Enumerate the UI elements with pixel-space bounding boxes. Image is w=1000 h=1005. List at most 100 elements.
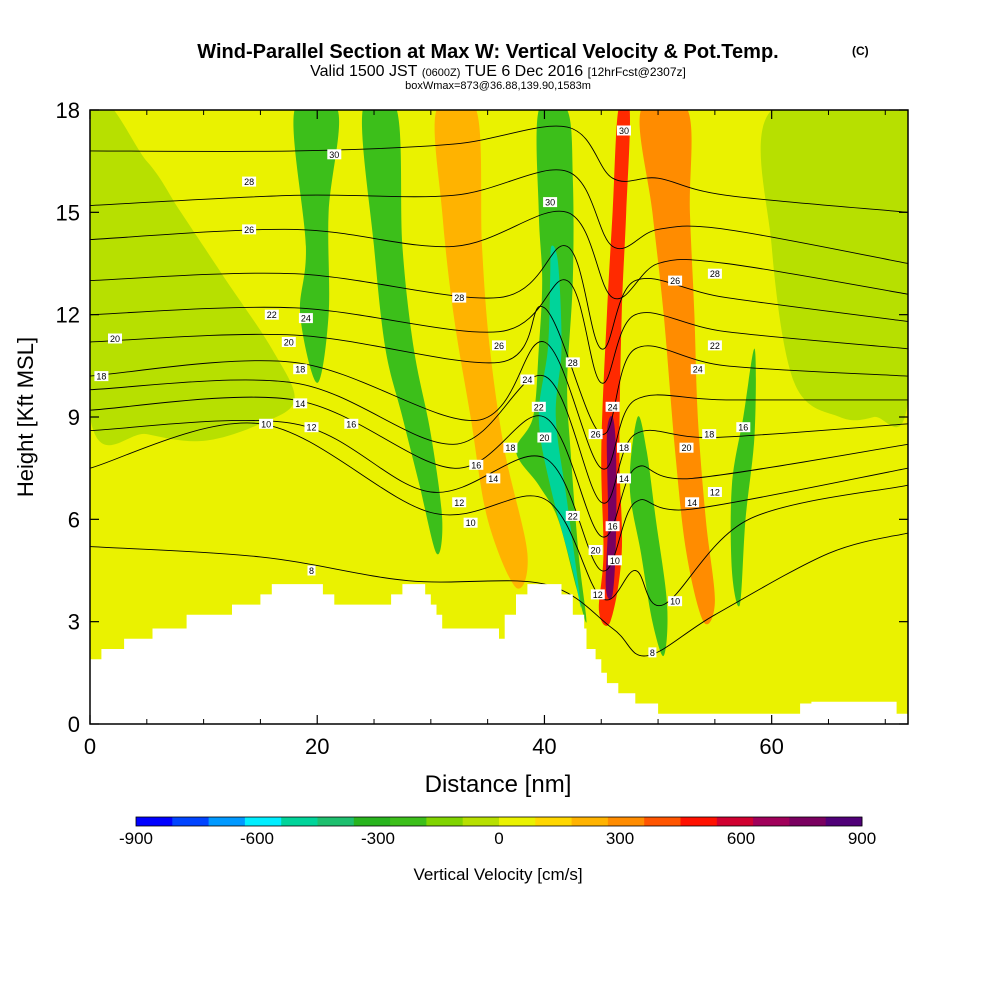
colorbar-tick-label-0: -900 — [119, 829, 153, 848]
isotherm-label-35: 12 — [593, 590, 603, 600]
colorbar-tick-label-3: 0 — [494, 829, 503, 848]
isotherm-label-14: 28 — [454, 293, 464, 303]
isotherm-label-bg-26 — [565, 357, 580, 368]
isotherm-label-25: 10 — [466, 518, 476, 528]
isotherm-label-bg-25 — [463, 517, 478, 528]
y-tick-label-3: 3 — [68, 610, 80, 635]
colorbar-swatch-4 — [281, 817, 318, 826]
isotherm-label-bg-8 — [293, 364, 308, 375]
isotherm-label-32: 14 — [619, 474, 629, 484]
colorbar-swatch-2 — [208, 817, 246, 826]
isotherm-22 — [90, 279, 908, 384]
velocity-band-9 — [760, 110, 908, 428]
colorbar-swatch-12 — [571, 817, 609, 826]
valid-utc: (0600Z) — [422, 67, 461, 79]
colorbar-tick-label-4: 300 — [606, 829, 634, 848]
velocity-band-10 — [434, 110, 528, 589]
isotherm-label-34: 10 — [610, 556, 620, 566]
isotherm-label-20: 20 — [539, 433, 549, 443]
isotherm-label-bg-27 — [605, 401, 620, 412]
isotherm-label-bg-6 — [281, 337, 296, 347]
y-tick-label-15: 15 — [56, 200, 80, 225]
isotherm-label-bg-7 — [94, 371, 109, 382]
isotherm-label-bg-4 — [298, 313, 313, 324]
colorbar-swatch-18 — [789, 817, 827, 826]
colorbar-tick-label-1: -600 — [240, 829, 274, 848]
isotherm-label-27: 24 — [608, 402, 618, 412]
isotherm-label-22: 16 — [471, 460, 481, 470]
colorbar-swatch-15 — [680, 817, 718, 826]
isotherm-30 — [90, 125, 908, 213]
isotherm-label-4: 24 — [301, 314, 311, 324]
terrain-layer — [90, 584, 908, 724]
isotherm-label-bg-21 — [503, 442, 518, 453]
isotherm-label-2: 26 — [244, 225, 254, 235]
isotherm-label-37: 8 — [650, 648, 655, 658]
axes-layer: 0 20 40 60 0 3 6 9 12 15 18 — [56, 98, 908, 759]
isotherm-label-bg-29 — [617, 442, 631, 453]
isotherm-label-bg-32 — [617, 473, 631, 484]
x-tick-label-60: 60 — [759, 734, 783, 759]
y-tick-label-0: 0 — [68, 712, 80, 737]
isotherm-label-bg-38 — [668, 275, 683, 286]
isotherm-label-31: 16 — [608, 522, 618, 532]
colorbar-swatch-5 — [317, 817, 355, 826]
isotherm-label-28: 26 — [591, 430, 601, 440]
isotherm-label-9: 14 — [295, 399, 305, 409]
isotherm-label-43: 18 — [704, 430, 714, 440]
velocity-band-7 — [730, 348, 756, 607]
colorbar: -900 -600 -300 0 300 600 900 — [119, 816, 876, 848]
y-tick-label-12: 12 — [56, 303, 80, 328]
x-tick-label-0: 0 — [84, 734, 96, 759]
isotherm-label-26: 28 — [568, 358, 578, 368]
isotherm-label-bg-17 — [492, 340, 506, 351]
boxwmax-text: boxWmax=873@36.88,139.90,1583m — [405, 80, 591, 92]
isotherm-label-12: 16 — [346, 419, 356, 429]
isotherm-label-bg-0 — [327, 149, 342, 160]
isotherm-label-bg-10 — [259, 418, 274, 429]
isotherm-8 — [90, 532, 908, 657]
isotherm-label-15: 30 — [545, 198, 555, 208]
colorbar-swatch-9 — [462, 817, 500, 826]
isotherm-label-bg-11 — [304, 422, 319, 433]
colorbar-swatch-17 — [753, 817, 790, 826]
colorbar-swatch-0 — [136, 817, 173, 826]
chart-subtitle: Valid 1500 JST (0600Z) TUE 6 Dec 2016 [1… — [310, 63, 686, 80]
isotherm-label-bg-9 — [293, 398, 308, 409]
isotherm-label-bg-46 — [707, 487, 722, 497]
isotherm-label-bg-43 — [702, 429, 717, 440]
colorbar-swatch-1 — [172, 817, 209, 826]
isotherm-label-bg-2 — [242, 224, 257, 235]
y-axis-label: Height [Kft MSL] — [13, 337, 38, 497]
colorbar-swatch-3 — [244, 817, 282, 826]
isotherm-label-bg-1 — [242, 176, 257, 187]
isotherm-label-bg-15 — [543, 197, 558, 208]
velocity-band-0 — [598, 110, 630, 626]
isotherm-label-7: 18 — [96, 372, 106, 382]
x-tick-label-40: 40 — [532, 734, 556, 759]
colorbar-swatch-11 — [535, 817, 572, 826]
isotherm-label-16: 30 — [619, 126, 629, 136]
isotherm-label-3: 22 — [267, 310, 277, 320]
isotherm-label-bg-20 — [537, 432, 552, 443]
colorbar-swatch-7 — [390, 817, 427, 826]
colorbar-swatch-6 — [353, 817, 391, 826]
isotherm-label-bg-18 — [520, 374, 535, 385]
colorbar-swatch-16 — [716, 817, 754, 826]
isotherm-label-38: 26 — [670, 276, 680, 286]
isotherm-label-bg-45 — [685, 497, 700, 508]
isotherm-label-23: 14 — [488, 474, 498, 484]
isotherm-label-bg-16 — [617, 125, 631, 136]
isotherm-label-0: 30 — [329, 150, 339, 160]
isotherm-label-19: 22 — [534, 402, 544, 412]
isotherm-label-36: 10 — [670, 597, 680, 607]
velocity-band-5 — [361, 110, 443, 555]
forecast-info: [12hrFcst@2307z] — [588, 65, 686, 79]
chart-title-suffix: (C) — [852, 44, 869, 58]
isotherm-20 — [90, 305, 908, 435]
isotherm-label-bg-22 — [469, 459, 484, 470]
isotherm-label-bg-44 — [736, 422, 751, 433]
colorbar-swatch-14 — [644, 817, 681, 826]
isotherm-label-bg-31 — [605, 521, 620, 532]
